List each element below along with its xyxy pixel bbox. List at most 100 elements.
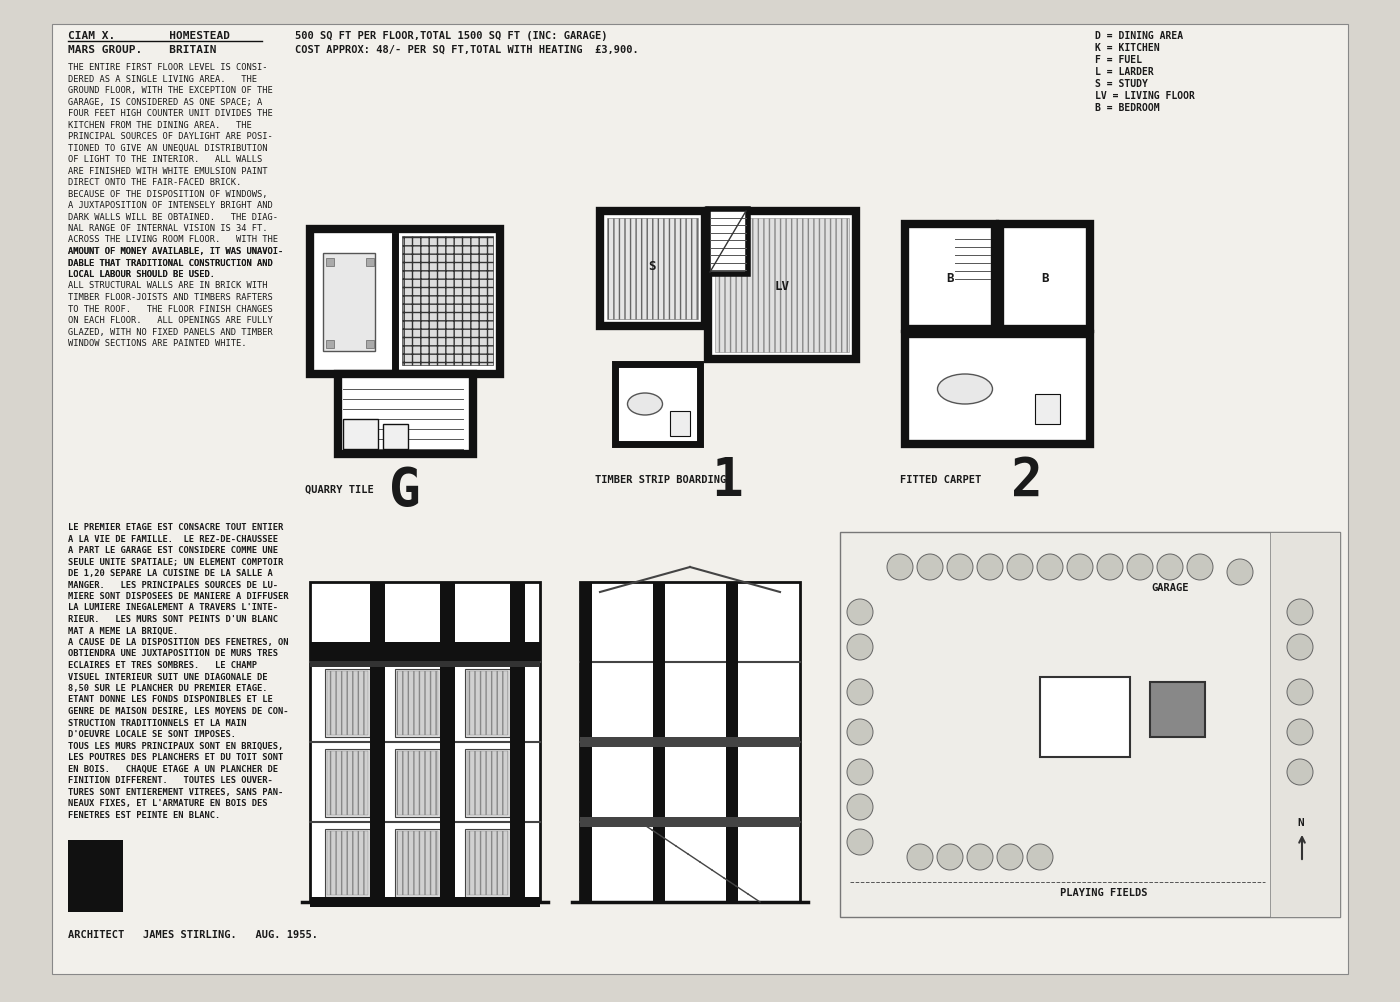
Bar — [1035, 395, 1060, 425]
Bar — [309, 661, 540, 667]
Circle shape — [1287, 719, 1313, 745]
Ellipse shape — [938, 375, 993, 405]
Text: GARAGE, IS CONSIDERED AS ONE SPACE; A: GARAGE, IS CONSIDERED AS ONE SPACE; A — [69, 97, 262, 106]
Bar — [398, 671, 438, 735]
Text: PLAYING FIELDS: PLAYING FIELDS — [1060, 887, 1148, 897]
Bar — [715, 218, 848, 353]
Bar — [328, 752, 368, 816]
Bar — [465, 669, 510, 737]
Bar — [309, 582, 540, 902]
Bar — [343, 420, 378, 450]
Text: EN BOIS.   CHAQUE ETAGE A UN PLANCHER DE: EN BOIS. CHAQUE ETAGE A UN PLANCHER DE — [69, 764, 279, 773]
Circle shape — [1287, 634, 1313, 660]
Text: FITTED CARPET: FITTED CARPET — [900, 475, 981, 485]
Text: COST APPROX: 48/- PER SQ FT,TOTAL WITH HEATING  £3,900.: COST APPROX: 48/- PER SQ FT,TOTAL WITH H… — [295, 45, 638, 55]
Bar — [309, 229, 500, 375]
Bar — [580, 737, 799, 747]
Circle shape — [847, 830, 874, 855]
Bar — [328, 671, 368, 735]
Text: DE 1,20 SEPARE LA CUISINE DE LA SALLE A: DE 1,20 SEPARE LA CUISINE DE LA SALLE A — [69, 568, 273, 577]
Text: B: B — [946, 272, 953, 285]
Bar — [440, 582, 455, 902]
Text: 500 SQ FT PER FLOOR,TOTAL 1500 SQ FT (INC: GARAGE): 500 SQ FT PER FLOOR,TOTAL 1500 SQ FT (IN… — [295, 31, 608, 41]
Bar — [465, 749, 510, 818]
Bar — [325, 830, 370, 897]
Text: GENRE DE MAISON DESIRE, LES MOYENS DE CON-: GENRE DE MAISON DESIRE, LES MOYENS DE CO… — [69, 706, 288, 715]
Text: NEAUX FIXES, ET L'ARMATURE EN BOIS DES: NEAUX FIXES, ET L'ARMATURE EN BOIS DES — [69, 799, 267, 808]
Bar — [326, 341, 335, 349]
Circle shape — [1067, 554, 1093, 580]
Text: PRINCIPAL SOURCES OF DAYLIGHT ARE POSI-: PRINCIPAL SOURCES OF DAYLIGHT ARE POSI- — [69, 132, 273, 141]
Text: LV: LV — [774, 280, 790, 293]
Circle shape — [967, 844, 993, 870]
Bar — [69, 840, 123, 912]
Bar — [328, 832, 368, 895]
Text: FENETRES EST PEINTE EN BLANC.: FENETRES EST PEINTE EN BLANC. — [69, 810, 220, 819]
Bar — [395, 669, 440, 737]
Text: LE PREMIER ETAGE EST CONSACRE TOUT ENTIER: LE PREMIER ETAGE EST CONSACRE TOUT ENTIE… — [69, 522, 283, 531]
Bar — [708, 211, 855, 360]
Text: K = KITCHEN: K = KITCHEN — [1095, 43, 1159, 53]
Circle shape — [1226, 559, 1253, 585]
Text: NAL RANGE OF INTERNAL VISION IS 34 FT.: NAL RANGE OF INTERNAL VISION IS 34 FT. — [69, 223, 267, 232]
Text: A JUXTAPOSITION OF INTENSELY BRIGHT AND: A JUXTAPOSITION OF INTENSELY BRIGHT AND — [69, 200, 273, 209]
Bar — [1270, 532, 1340, 917]
Text: AMOUNT OF MONEY AVAILABLE, IT WAS UNAVOI-: AMOUNT OF MONEY AVAILABLE, IT WAS UNAVOI… — [69, 246, 283, 256]
Bar — [384, 425, 407, 450]
Text: KITCHEN FROM THE DINING AREA.   THE: KITCHEN FROM THE DINING AREA. THE — [69, 120, 252, 129]
Text: FINITION DIFFERENT.   TOUTES LES OUVER-: FINITION DIFFERENT. TOUTES LES OUVER- — [69, 776, 273, 785]
Bar — [601, 211, 706, 327]
Text: F = FUEL: F = FUEL — [1095, 55, 1142, 65]
Text: S = STUDY: S = STUDY — [1095, 79, 1148, 89]
Bar — [468, 752, 508, 816]
Bar — [325, 749, 370, 818]
Bar — [468, 832, 508, 895]
Circle shape — [888, 554, 913, 580]
Text: DABLE THAT TRADITIONAL CONSTRUCTION AND: DABLE THAT TRADITIONAL CONSTRUCTION AND — [69, 259, 273, 268]
Bar — [615, 365, 700, 445]
Bar — [309, 897, 540, 907]
Text: DARK WALLS WILL BE OBTAINED.   THE DIAG-: DARK WALLS WILL BE OBTAINED. THE DIAG- — [69, 212, 279, 221]
Text: B = BEDROOM: B = BEDROOM — [1095, 103, 1159, 113]
Text: ARE FINISHED WITH WHITE EMULSION PAINT: ARE FINISHED WITH WHITE EMULSION PAINT — [69, 166, 267, 175]
Bar — [708, 209, 748, 275]
Circle shape — [997, 844, 1023, 870]
Text: BECAUSE OF THE DISPOSITION OF WINDOWS,: BECAUSE OF THE DISPOSITION OF WINDOWS, — [69, 189, 267, 198]
Text: ACROSS THE LIVING ROOM FLOOR.   WITH THE: ACROSS THE LIVING ROOM FLOOR. WITH THE — [69, 235, 279, 244]
Text: 8,50 SUR LE PLANCHER DU PREMIER ETAGE.: 8,50 SUR LE PLANCHER DU PREMIER ETAGE. — [69, 683, 267, 692]
Text: S: S — [648, 261, 655, 274]
Circle shape — [847, 719, 874, 745]
Text: ARCHITECT   JAMES STIRLING.   AUG. 1955.: ARCHITECT JAMES STIRLING. AUG. 1955. — [69, 929, 318, 939]
Text: THE ENTIRE FIRST FLOOR LEVEL IS CONSI-: THE ENTIRE FIRST FLOOR LEVEL IS CONSI- — [69, 63, 267, 72]
Circle shape — [1287, 760, 1313, 786]
Bar — [580, 582, 799, 902]
Text: 1: 1 — [711, 455, 743, 506]
Bar — [395, 749, 440, 818]
Circle shape — [847, 599, 874, 625]
Text: DIRECT ONTO THE FAIR-FACED BRICK.: DIRECT ONTO THE FAIR-FACED BRICK. — [69, 177, 241, 186]
Bar — [323, 254, 375, 352]
Bar — [608, 218, 699, 320]
Text: RIEUR.   LES MURS SONT PEINTS D'UN BLANC: RIEUR. LES MURS SONT PEINTS D'UN BLANC — [69, 614, 279, 623]
Circle shape — [847, 679, 874, 705]
Bar — [370, 582, 385, 902]
Text: QUARRY TILE: QUARRY TILE — [305, 485, 374, 495]
Text: MAT A MEME LA BRIQUE.: MAT A MEME LA BRIQUE. — [69, 626, 178, 635]
Text: A CAUSE DE LA DISPOSITION DES FENETRES, ON: A CAUSE DE LA DISPOSITION DES FENETRES, … — [69, 637, 288, 646]
Circle shape — [917, 554, 944, 580]
Text: G: G — [389, 465, 421, 516]
Bar — [326, 259, 335, 267]
Text: LV = LIVING FLOOR: LV = LIVING FLOOR — [1095, 91, 1194, 101]
Text: TO THE ROOF.   THE FLOOR FINISH CHANGES: TO THE ROOF. THE FLOOR FINISH CHANGES — [69, 305, 273, 314]
Circle shape — [1007, 554, 1033, 580]
Text: DABLE THAT TRADITIONAL CONSTRUCTION AND: DABLE THAT TRADITIONAL CONSTRUCTION AND — [69, 259, 273, 268]
Text: TIMBER STRIP BOARDING: TIMBER STRIP BOARDING — [595, 475, 727, 485]
Text: N: N — [1296, 818, 1303, 828]
Bar — [395, 830, 440, 897]
Circle shape — [1098, 554, 1123, 580]
Bar — [365, 341, 374, 349]
Bar — [904, 224, 995, 330]
Text: A PART LE GARAGE EST CONSIDERE COMME UNE: A PART LE GARAGE EST CONSIDERE COMME UNE — [69, 545, 279, 554]
Bar — [904, 335, 1091, 445]
Bar — [580, 582, 592, 902]
